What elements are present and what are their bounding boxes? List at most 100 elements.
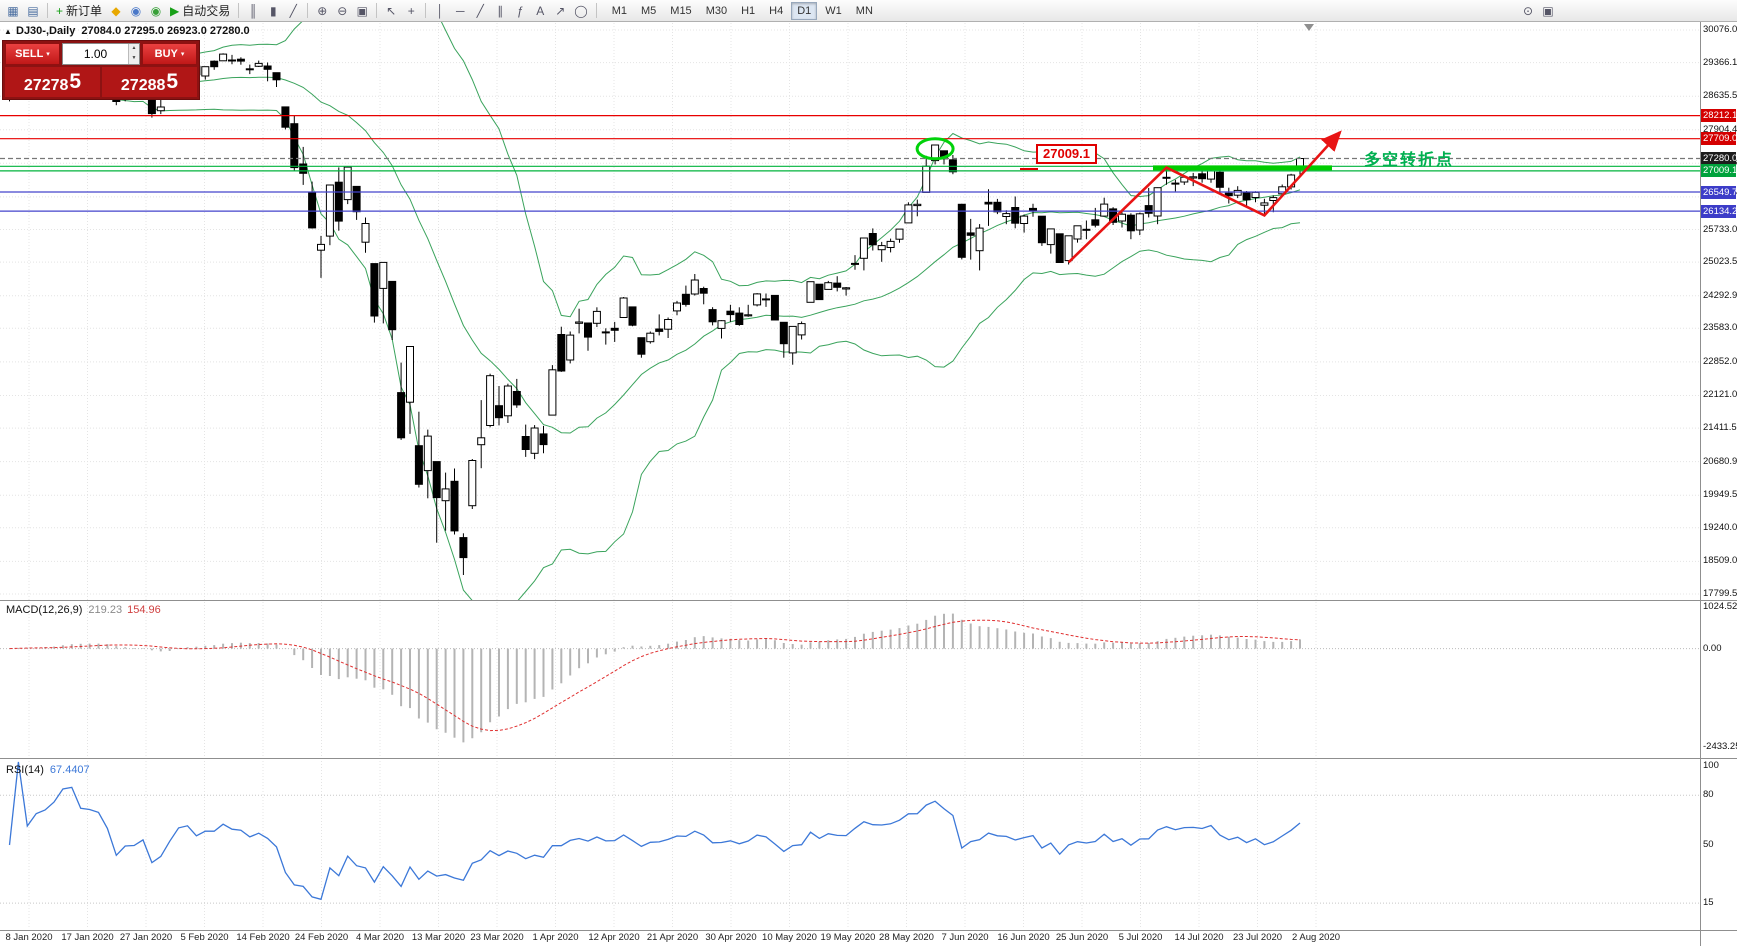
toolbar-separator xyxy=(47,3,48,18)
macd-layer[interactable] xyxy=(0,613,1700,743)
search-button[interactable]: ⊙ xyxy=(1518,1,1538,21)
macd-title: MACD(12,26,9) xyxy=(6,604,83,616)
annotations-layer[interactable] xyxy=(915,130,1342,264)
level-lines-layer[interactable] xyxy=(0,114,1700,212)
volume-field: ▲ ▼ xyxy=(62,43,140,65)
sell-options-caret-icon[interactable]: ▾ xyxy=(46,51,50,58)
one-click-collapse-icon[interactable]: ▲ xyxy=(4,27,12,36)
chart-shift-marker[interactable] xyxy=(1304,24,1314,31)
sell-price-display[interactable]: 27278 5 xyxy=(5,67,100,97)
news-icon: ◉ xyxy=(150,3,162,18)
shapes-tool-icon: ◯ xyxy=(574,3,588,18)
mql5-button[interactable]: ◆ xyxy=(106,1,126,21)
horizontal-line-icon: ─ xyxy=(456,3,465,18)
timeframe-h1-button[interactable]: H1 xyxy=(741,4,756,17)
sell-price-fraction: 5 xyxy=(69,70,82,93)
horizontal-line-button[interactable]: ─ xyxy=(450,1,470,21)
text-tool-button[interactable]: A xyxy=(530,1,550,21)
cursor-icon: ↖ xyxy=(386,3,397,18)
cursor-button[interactable]: ↖ xyxy=(381,1,401,21)
arrows-tool-button[interactable]: ↗ xyxy=(550,1,570,21)
volume-down-button[interactable]: ▼ xyxy=(129,54,139,64)
macd-indicator-label: MACD(12,26,9) 219.23 154.96 xyxy=(6,604,161,616)
new-order-button[interactable]: + 新订单 xyxy=(52,1,106,21)
toolbar-separator xyxy=(238,3,240,18)
timeframe-m5-button[interactable]: M5 xyxy=(641,4,657,17)
autotrading-icon: ▶ xyxy=(170,3,180,18)
volume-input[interactable] xyxy=(63,44,128,64)
new-window-button[interactable]: ▣ xyxy=(1538,1,1558,21)
buy-options-caret-icon[interactable]: ▾ xyxy=(180,51,185,58)
news-button[interactable]: ◉ xyxy=(146,1,166,21)
timeframe-d1-button[interactable]: D1 xyxy=(791,1,818,20)
sell-price-main: 27278 xyxy=(23,77,69,94)
timeframe-mn-button[interactable]: MN xyxy=(855,4,873,17)
arrows-tool-icon: ↗ xyxy=(555,3,566,18)
timeframe-toolbar: M1 M5 M15 M30 H1 H4 D1 W1 MN xyxy=(605,1,880,20)
zoom-in-button[interactable]: ⊕ xyxy=(312,1,332,21)
new-chart-icon: ▦ xyxy=(7,3,19,18)
autotrading-button[interactable]: ▶ 自动交易 xyxy=(166,1,234,21)
trend-arrow-zigzag[interactable] xyxy=(1067,130,1342,264)
fibonacci-button[interactable]: ƒ xyxy=(510,1,530,21)
turning-point-text[interactable]: 多空转折点 xyxy=(1364,152,1455,169)
shapes-tool-button[interactable]: ◯ xyxy=(570,1,591,21)
rsi-layer[interactable] xyxy=(0,761,1700,904)
highlight-ellipse[interactable] xyxy=(915,137,955,161)
zoom-out-icon: ⊖ xyxy=(337,3,348,18)
autotrading-label: 自动交易 xyxy=(182,4,231,18)
new-window-icon: ▣ xyxy=(1542,4,1554,18)
candle-chart-button[interactable]: ▮ xyxy=(263,1,283,21)
volume-up-button[interactable]: ▲ xyxy=(129,44,139,54)
timeframe-h4-button[interactable]: H4 xyxy=(769,4,784,17)
bar-chart-icon: ║ xyxy=(249,3,258,18)
symbol-ohlc-info: DJ30-,Daily 27084.0 27295.0 26923.0 2728… xyxy=(16,25,250,37)
rsi-title: RSI(14) xyxy=(6,764,44,776)
buy-button[interactable]: BUY ▾ xyxy=(142,43,197,65)
mql5-icon: ◆ xyxy=(111,3,121,18)
zoom-out-button[interactable]: ⊖ xyxy=(332,1,352,21)
crosshair-icon: + xyxy=(407,3,415,18)
bollinger-bands-layer[interactable] xyxy=(9,0,1301,610)
one-click-trading-panel: SELL ▾ ▲ ▼ BUY ▾ 27278 5 xyxy=(2,40,200,100)
rsi-indicator-label: RSI(14) 67.4407 xyxy=(6,764,90,776)
pane-borders xyxy=(0,22,1737,946)
crosshair-button[interactable]: + xyxy=(401,1,421,21)
toolbar-separator xyxy=(307,3,309,18)
channel-button[interactable]: ∥ xyxy=(490,1,510,21)
zoom-in-icon: ⊕ xyxy=(317,3,328,18)
line-chart-icon: ╱ xyxy=(289,3,297,18)
vertical-line-button[interactable]: │ xyxy=(430,1,450,21)
toolbar-separator xyxy=(425,3,427,18)
toolbar-groups: ▦ ▤ + 新订单 ◆ ◉ ◉ ▶ 自动交易 ║ ▮ ╱ ⊕ ⊖ ▣ ↖ + │ ─ ╱ ∥ ƒ A ↗ ◯ xyxy=(3,1,601,21)
toolbar-right-group: ⊙ ▣ xyxy=(1518,1,1558,21)
timeframe-m15-button[interactable]: M15 xyxy=(670,4,692,17)
main-toolbar: ▦ ▤ + 新订单 ◆ ◉ ◉ ▶ 自动交易 ║ ▮ ╱ ⊕ ⊖ ▣ ↖ + │ ─ ╱ ∥ ƒ A ↗ ◯ M1 M5 M15 M3… xyxy=(0,0,1737,22)
toolbar-separator xyxy=(595,3,597,18)
tile-windows-button[interactable]: ▣ xyxy=(352,1,372,21)
trendline-button[interactable]: ╱ xyxy=(470,1,490,21)
profiles-icon: ▤ xyxy=(27,3,39,18)
timeframe-m30-button[interactable]: M30 xyxy=(705,4,728,17)
channel-icon: ∥ xyxy=(497,3,504,18)
new-chart-button[interactable]: ▦ xyxy=(3,1,23,21)
vertical-line-icon: │ xyxy=(436,3,445,18)
sell-button[interactable]: SELL ▾ xyxy=(5,43,60,65)
timeframe-w1-button[interactable]: W1 xyxy=(825,4,842,17)
community-button[interactable]: ◉ xyxy=(126,1,146,21)
macd-signal-value: 154.96 xyxy=(127,604,161,616)
buy-price-display[interactable]: 27288 5 xyxy=(102,67,197,97)
timeframe-m1-button[interactable]: M1 xyxy=(611,4,627,17)
new-order-label: 新订单 xyxy=(66,4,103,18)
profiles-button[interactable]: ▤ xyxy=(23,1,43,21)
bar-chart-button[interactable]: ║ xyxy=(243,1,263,21)
price-callout-label[interactable]: 27009.1 xyxy=(1036,144,1097,164)
new-order-icon: + xyxy=(56,3,64,18)
community-icon: ◉ xyxy=(130,3,142,18)
candles-layer[interactable] xyxy=(5,53,1304,575)
trendline-icon: ╱ xyxy=(476,3,484,18)
sell-button-label: SELL xyxy=(15,48,44,60)
line-chart-button[interactable]: ╱ xyxy=(283,1,303,21)
